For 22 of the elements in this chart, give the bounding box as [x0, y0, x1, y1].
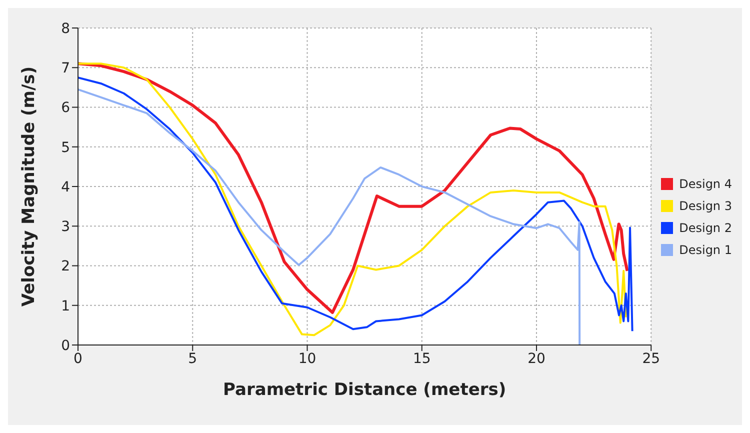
y-tick-label: 8 — [61, 20, 70, 37]
legend-label: Design 4 — [679, 176, 732, 190]
y-tick-label: 0 — [61, 338, 70, 354]
x-tick-label: 0 — [74, 350, 82, 367]
x-tick-label: 15 — [412, 350, 431, 367]
y-tick-label: 4 — [61, 179, 70, 196]
legend-label: Design 3 — [679, 198, 732, 212]
x-tick-label: 25 — [642, 350, 660, 367]
y-axis-title: Velocity Magnitude (m/s) — [19, 66, 40, 307]
y-tick-label: 3 — [61, 219, 70, 236]
y-tick-label: 7 — [61, 60, 70, 77]
x-tick-label: 10 — [298, 350, 316, 367]
x-tick-label: 20 — [528, 350, 546, 367]
x-axis-title: Parametric Distance (meters) — [222, 380, 506, 400]
y-tick-label: 6 — [61, 100, 70, 116]
x-tick-label: 5 — [188, 350, 198, 367]
y-tick-label: 1 — [61, 298, 70, 314]
y-tick-label: 5 — [61, 140, 70, 156]
legend-label: Design 1 — [679, 242, 732, 256]
y-tick-label: 2 — [61, 258, 70, 275]
legend-label: Design 2 — [679, 220, 732, 234]
line-series — [78, 88, 581, 345]
